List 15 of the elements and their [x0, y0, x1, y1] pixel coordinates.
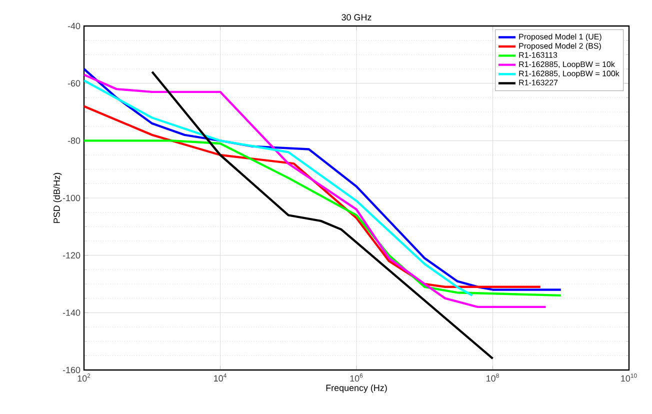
x-tick-label: 10$^{6}$ [350, 374, 363, 382]
x-tick-label: 10$^{10}$ [621, 374, 637, 382]
y-axis-title: PSD (dB/Hz) [53, 172, 62, 223]
chart-title: 30 GHz [342, 14, 372, 20]
x-tick-label: 10$^{4}$ [214, 374, 226, 382]
x-tick-label: 10$^{2}$ [78, 374, 90, 382]
y-tick-label: -140 [62, 309, 80, 316]
y-tick-label: -40 [68, 22, 80, 30]
y-tick-label: -160 [62, 366, 80, 374]
x-axis-title: Frequency (Hz) [326, 384, 387, 393]
y-tick-label: -100 [62, 194, 80, 202]
y-tick-label: -80 [68, 137, 80, 144]
x-tick-label: 10$^{8}$ [486, 374, 499, 382]
y-tick-label: -60 [68, 80, 80, 87]
y-tick-label: -120 [62, 252, 80, 259]
